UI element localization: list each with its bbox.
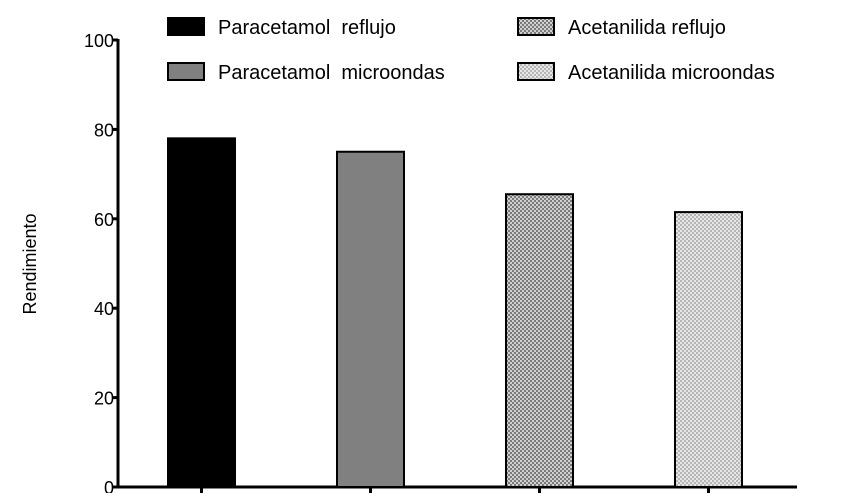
bar: [336, 150, 405, 488]
bar: [505, 193, 574, 488]
legend-swatch: [517, 17, 555, 36]
legend-label: Paracetamol reflujo: [218, 17, 396, 39]
y-axis: 0 20 40 60 80 100: [84, 31, 120, 498]
y-tick-label: 0: [104, 478, 114, 493]
legend-label: Paracetamol microondas: [218, 62, 445, 84]
legend-swatch: [167, 17, 205, 36]
y-tick-label: 20: [94, 389, 114, 409]
y-axis-title: Rendimiento: [20, 213, 40, 314]
y-tick-label: 100: [84, 31, 114, 51]
bar: [167, 137, 236, 488]
y-tick-label: 40: [94, 299, 114, 319]
bar: [674, 211, 743, 488]
y-tick-label: 60: [94, 210, 114, 230]
legend-swatch: [167, 62, 205, 81]
y-tick-label: 80: [94, 120, 114, 140]
legend-label: Acetanilida microondas: [568, 62, 775, 84]
legend-swatch: [517, 62, 555, 81]
legend-label: Acetanilida reflujo: [568, 17, 726, 39]
legend: Paracetamol reflujo Acetanilida reflujo Pa…: [167, 17, 775, 84]
bars-group: [167, 137, 743, 488]
